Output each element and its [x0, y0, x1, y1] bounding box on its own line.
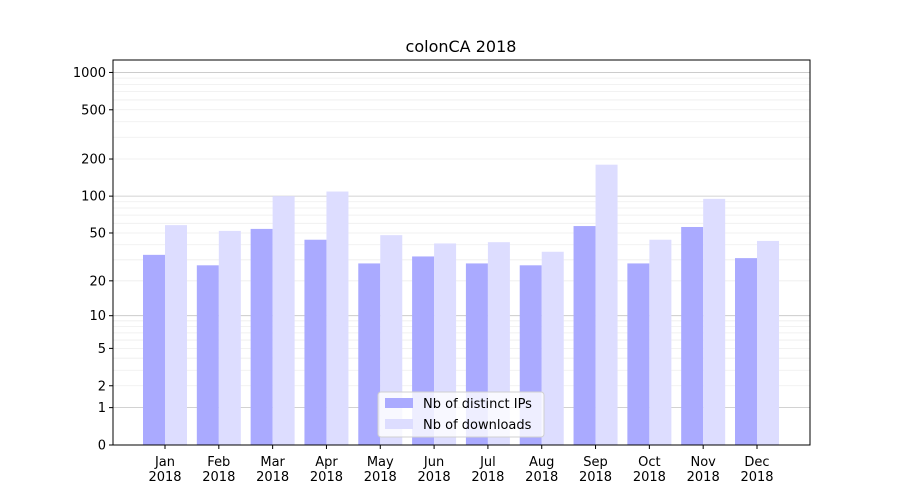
x-tick-label: Jun	[423, 455, 444, 470]
x-tick-label: 2018	[256, 470, 289, 485]
x-tick-label: May	[367, 455, 394, 470]
legend-swatch	[385, 419, 413, 429]
legend-box	[377, 391, 545, 438]
x-tick-label: Jan	[154, 455, 175, 470]
y-tick-label: 5	[98, 342, 106, 357]
x-tick-label: 2018	[579, 470, 612, 485]
legend-label: Nb of downloads	[423, 418, 532, 433]
legend: Nb of distinct IPs Nb of downloads	[377, 391, 545, 438]
x-tick-label: Apr	[315, 455, 338, 470]
x-tick-label: Feb	[207, 455, 230, 470]
y-tick-label: 200	[81, 153, 106, 168]
bar-downloads	[757, 240, 779, 445]
bar-distinct-ips	[735, 258, 757, 445]
x-tick-label: Oct	[638, 455, 660, 470]
bar-downloads	[165, 225, 187, 445]
x-tick-label: 2018	[202, 470, 235, 485]
x-tick-label: 2018	[525, 470, 558, 485]
y-tick-label: 100	[81, 190, 106, 205]
bar-distinct-ips	[358, 263, 381, 445]
bar-distinct-ips	[304, 239, 327, 445]
x-tick-label: Jul	[479, 455, 496, 470]
y-tick-label: 2	[98, 379, 106, 394]
y-tick-label: 1	[98, 401, 106, 416]
bar-distinct-ips	[250, 228, 273, 445]
bar-distinct-ips	[627, 263, 650, 445]
bar-downloads	[541, 251, 564, 445]
bar-downloads	[272, 196, 295, 445]
x-tick-label: 2018	[471, 470, 504, 485]
x-tick-label: 2018	[310, 470, 343, 485]
x-tick-label: Dec	[744, 455, 769, 470]
bar-downloads	[649, 239, 672, 445]
chart-title: colonCA 2018	[406, 37, 517, 56]
bar-distinct-ips	[681, 226, 704, 445]
bar-distinct-ips	[196, 265, 219, 445]
bar-downloads	[326, 191, 349, 445]
x-tick-label: 2018	[418, 470, 451, 485]
x-tick-label: Nov	[690, 455, 716, 470]
x-tick-label: 2018	[364, 470, 397, 485]
bar-downloads	[703, 198, 726, 445]
bar-distinct-ips	[143, 254, 165, 445]
x-tick-label: 2018	[687, 470, 720, 485]
legend-swatch	[385, 398, 413, 408]
y-tick-label: 50	[89, 226, 106, 241]
y-tick-label: 1000	[73, 66, 106, 81]
x-tick-label: Aug	[529, 455, 554, 470]
y-tick-label: 10	[89, 309, 106, 324]
y-tick-label: 20	[89, 274, 106, 289]
x-tick-label: 2018	[633, 470, 666, 485]
x-tick-label: Mar	[260, 455, 285, 470]
x-tick-label: 2018	[740, 470, 773, 485]
bar-downloads	[595, 164, 618, 446]
plot-frame	[112, 59, 811, 446]
x-tick-label: 2018	[148, 470, 181, 485]
bar-distinct-ips	[573, 226, 596, 445]
y-tick-label: 500	[81, 103, 106, 118]
x-tick-label: Sep	[583, 455, 608, 470]
legend-label: Nb of distinct IPs	[423, 397, 532, 412]
y-tick-label: 0	[98, 439, 106, 454]
bar-downloads	[218, 230, 241, 445]
